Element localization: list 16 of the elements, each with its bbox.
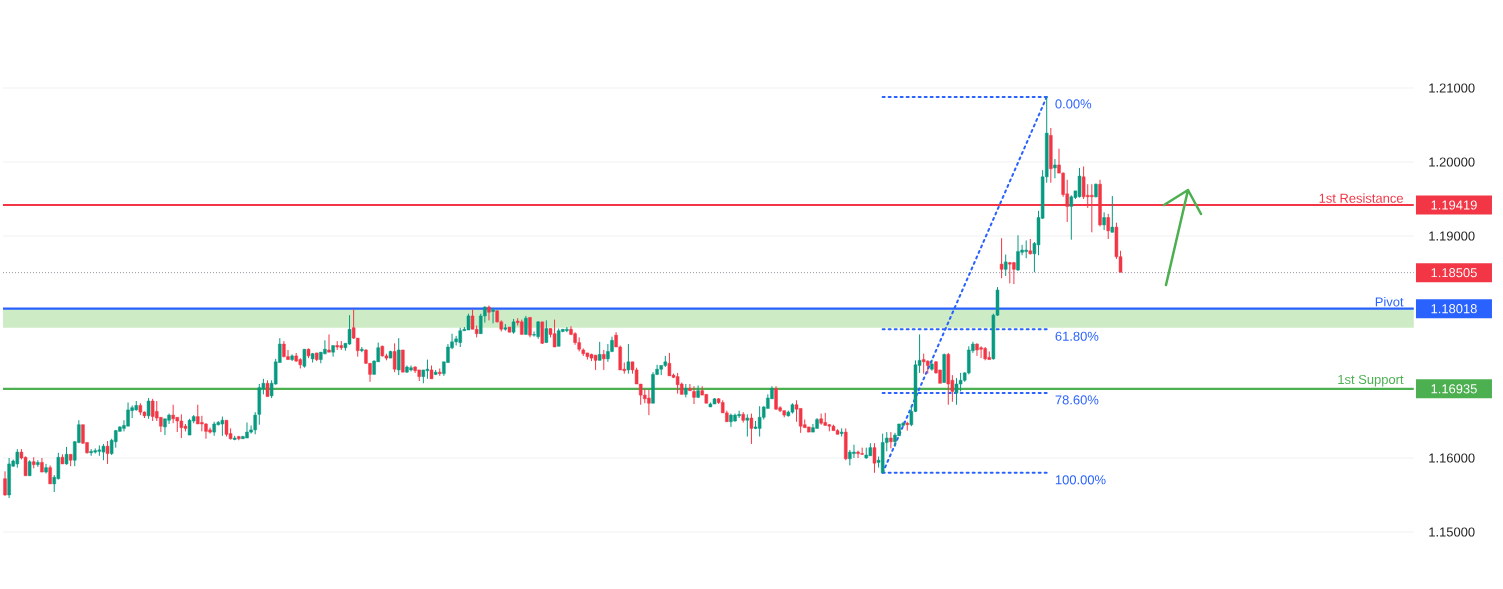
text: 1.19419 (1431, 200, 1477, 210)
series-label: 100.00% (1055, 475, 1106, 485)
y-tick-label: 1.15000 (1429, 527, 1475, 537)
series-label: 61.80% (1055, 331, 1099, 341)
text: 1.16935 (1431, 384, 1477, 394)
ref-line-label: Pivot (1375, 296, 1404, 307)
y-tick-label: 1.19000 (1429, 231, 1475, 241)
y-tick-label: 1.20000 (1429, 157, 1475, 167)
y-tick-label: 1.16000 (1429, 453, 1475, 463)
y-tick-label: 1.21000 (1429, 83, 1475, 93)
ref-line-label: 1st Support (1338, 374, 1404, 387)
series-label: 0.00% (1055, 99, 1092, 109)
text: 1.18018 (1431, 304, 1477, 314)
series-label: 78.60% (1055, 395, 1099, 405)
text: 1.18505 (1431, 268, 1477, 278)
ref-line-label: 1st Resistance (1319, 193, 1403, 203)
